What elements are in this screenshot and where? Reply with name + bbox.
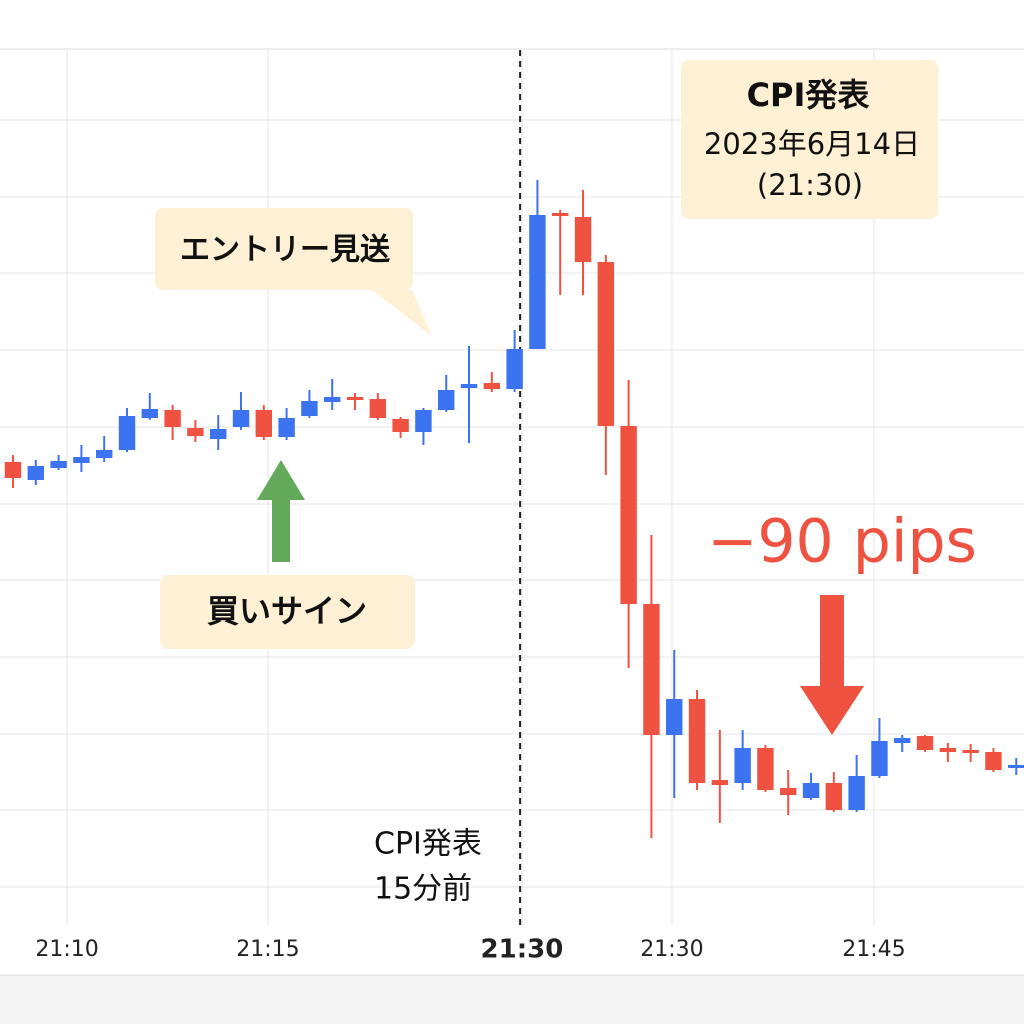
candle-body xyxy=(574,217,592,262)
x-tick-label: 21:30 xyxy=(640,937,703,962)
candle-body xyxy=(324,397,341,402)
candle-body xyxy=(597,262,615,426)
candle-body xyxy=(346,397,364,400)
candle-body xyxy=(711,780,729,785)
candle-body xyxy=(209,429,227,439)
candle-body xyxy=(620,426,637,604)
candle-body xyxy=(825,783,843,810)
buy-label: 買いサイン xyxy=(207,592,367,630)
candle-body xyxy=(73,457,90,463)
x-tick-label: 21:15 xyxy=(236,937,299,962)
x-tick-label: 21:10 xyxy=(35,937,98,962)
candle-body xyxy=(780,788,797,795)
candle-body xyxy=(939,748,957,752)
candle-body xyxy=(529,215,546,349)
candle-body xyxy=(552,213,569,216)
cpi-time: (21:30) xyxy=(757,168,863,202)
candle-body xyxy=(438,390,455,410)
candle-body xyxy=(301,401,318,416)
candle-body xyxy=(187,428,204,436)
x-tick-label: 21:45 xyxy=(842,937,905,962)
candle-body xyxy=(985,752,1002,770)
annotations: CPI発表 2023年6月14日 (21:30) エントリー見送 買いサイン −… xyxy=(155,60,977,907)
candle-body xyxy=(643,604,660,735)
skip-callout xyxy=(155,208,432,336)
candle-body xyxy=(483,383,501,389)
cpi-box xyxy=(681,60,938,219)
candle-body xyxy=(734,748,751,783)
buy-box xyxy=(160,575,415,649)
candle-body xyxy=(232,410,250,427)
candle-body xyxy=(757,748,774,790)
candle-body xyxy=(4,462,22,478)
drop-label: −90 pips xyxy=(707,507,977,577)
buy-arrow xyxy=(257,460,305,562)
candle-body xyxy=(848,776,865,810)
candle-body xyxy=(369,399,387,418)
candle-body xyxy=(802,783,820,798)
candle-body xyxy=(141,409,159,418)
candle-body xyxy=(688,699,706,783)
candle-body xyxy=(392,419,409,432)
candle-body xyxy=(894,738,911,743)
cpi-title: CPI発表 xyxy=(747,76,870,114)
candle-body xyxy=(962,750,979,753)
candle-body xyxy=(1008,765,1024,768)
x-axis: 21:10 21:15 21:30 21:30 21:45 xyxy=(35,935,905,965)
candle-body xyxy=(916,736,934,750)
candle-body xyxy=(506,349,523,389)
candle-body xyxy=(871,741,888,776)
candle-body xyxy=(118,416,136,450)
candle-body xyxy=(95,450,113,458)
pre-event-label: 15分前 xyxy=(374,872,472,907)
candle-body xyxy=(50,461,67,468)
candle-body xyxy=(666,699,683,735)
x-tick-label: 21:30 xyxy=(481,935,564,965)
footer-band xyxy=(0,975,1024,1024)
drop-arrow xyxy=(800,595,864,735)
candle-body xyxy=(278,418,295,437)
skip-label: エントリー見送 xyxy=(180,233,390,268)
candle-body xyxy=(27,466,45,480)
pre-event-label: CPI発表 xyxy=(374,827,482,862)
candle-body xyxy=(164,410,181,427)
candle-body xyxy=(255,410,273,437)
candle-body xyxy=(460,384,478,388)
cpi-date: 2023年6月14日 xyxy=(704,127,920,161)
candles xyxy=(4,180,1024,838)
candle-body xyxy=(415,410,432,432)
